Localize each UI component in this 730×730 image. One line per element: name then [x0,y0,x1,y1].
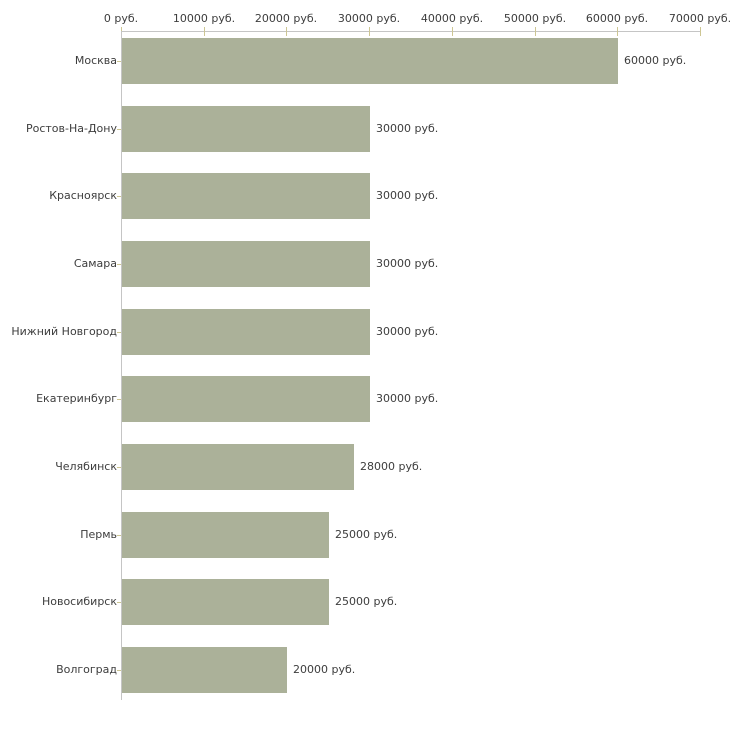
category-label: Екатеринбург [36,392,117,405]
x-axis-tick [700,27,701,36]
bar [122,241,370,287]
y-axis-tick [117,264,121,265]
y-axis-tick [117,535,121,536]
bar [122,647,287,693]
value-label: 20000 руб. [293,663,356,676]
bar [122,579,329,625]
y-axis-tick [117,670,121,671]
category-label: Самара [73,257,117,270]
category-label: Нижний Новгород [11,325,117,338]
x-axis-tick-label: 10000 руб. [172,12,236,25]
y-axis-tick [117,196,121,197]
x-axis-tick-label: 60000 руб. [585,12,649,25]
category-label: Ростов-На-Дону [25,122,117,135]
value-label: 25000 руб. [335,528,398,541]
y-axis-line [121,31,122,700]
x-axis-tick-label: 30000 руб. [337,12,401,25]
x-axis-tick [452,27,453,36]
bar [122,38,618,84]
x-axis-tick [204,27,205,36]
y-axis-tick [117,399,121,400]
category-label: Пермь [80,528,117,541]
category-label: Красноярск [49,189,117,202]
value-label: 30000 руб. [376,189,439,202]
x-axis-tick-label: 70000 руб. [668,12,730,25]
bar [122,512,329,558]
bar [122,106,370,152]
x-axis-tick-label: 50000 руб. [503,12,567,25]
value-label: 60000 руб. [624,54,687,67]
value-label: 28000 руб. [360,460,423,473]
y-axis-tick [117,602,121,603]
y-axis-tick [117,332,121,333]
category-label: Москва [74,54,117,67]
x-axis-tick-label: 40000 руб. [420,12,484,25]
y-axis-tick [117,61,121,62]
value-label: 30000 руб. [376,392,439,405]
value-label: 30000 руб. [376,257,439,270]
value-label: 30000 руб. [376,325,439,338]
value-label: 30000 руб. [376,122,439,135]
bar [122,173,370,219]
x-axis-tick [369,27,370,36]
bar [122,376,370,422]
y-axis-tick [117,129,121,130]
y-axis-tick [117,467,121,468]
category-label: Челябинск [55,460,117,473]
bar [122,444,354,490]
value-label: 25000 руб. [335,595,398,608]
x-axis-tick-label: 20000 руб. [254,12,318,25]
bar [122,309,370,355]
x-axis-tick-label: 0 руб. [103,12,139,25]
category-label: Волгоград [56,663,117,676]
x-axis-line [121,31,700,32]
x-axis-tick [617,27,618,36]
category-label: Новосибирск [41,595,117,608]
x-axis-tick [286,27,287,36]
x-axis-tick [535,27,536,36]
